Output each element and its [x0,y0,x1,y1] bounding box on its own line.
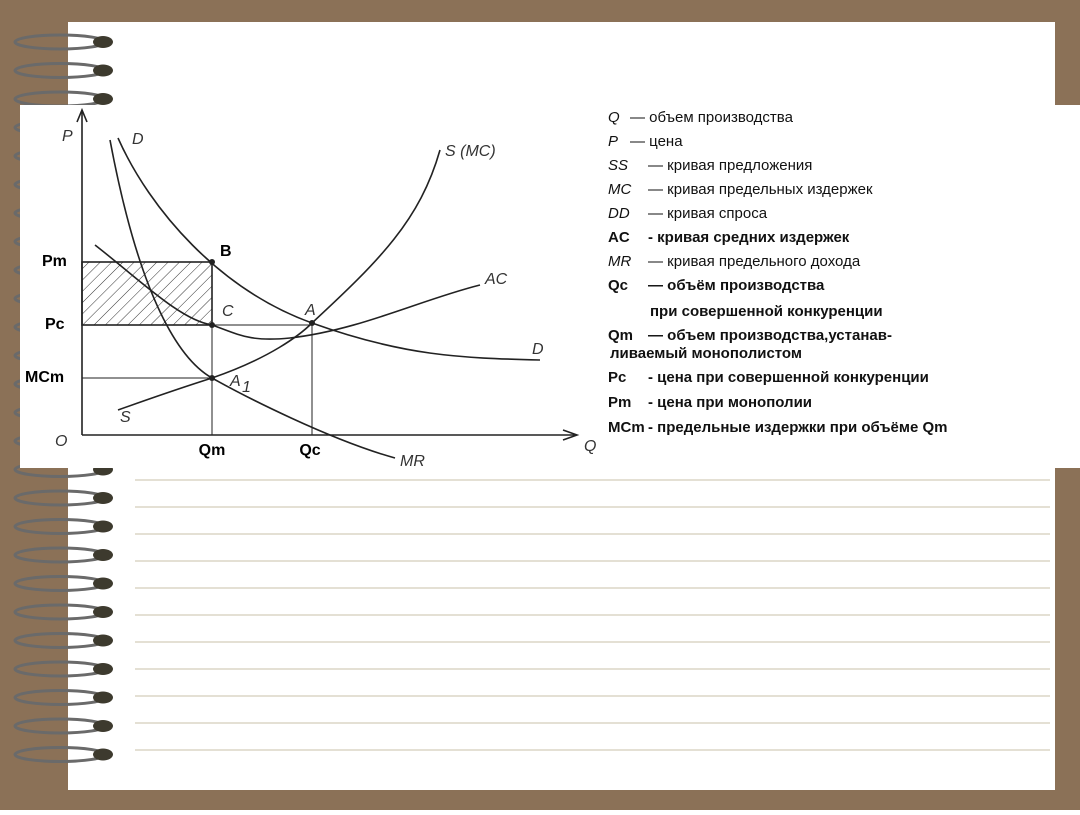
point [309,320,315,326]
axis-label: P [62,128,73,145]
curve-label: AC [484,271,508,288]
point-label: A [304,302,316,319]
spiral-hole [93,691,113,704]
price-label: Pm [42,253,67,270]
point-label: C [222,303,234,320]
curve-label: D [132,131,144,148]
legend-term: P [608,133,618,150]
legend-text: — кривая спроса [648,205,768,222]
legend-text: ливаемый монополистом [610,345,802,362]
legend-text: - цена при монополии [648,394,812,411]
legend-term: MC [608,181,631,198]
legend-text: — кривая предельного дохода [648,253,861,270]
legend-term: SS [608,157,628,174]
spiral-hole [93,549,113,561]
arrow [562,429,580,441]
axis-label: O [55,433,67,450]
spiral-hole [93,663,113,675]
legend-text: - кривая средних издержек [648,229,850,246]
curve-label: S [120,409,131,426]
legend-text: — объём производства [648,277,825,294]
spiral-hole [93,720,113,732]
point-label: B [220,243,232,260]
point-label-subscript: 1 [242,379,251,396]
legend-term: Qc [608,277,628,294]
axis-label: Q [584,438,596,455]
price-label: MCm [25,369,64,386]
spiral-hole [93,606,113,618]
ac-curve [94,244,481,340]
legend-text: при совершенной конкуренции [650,303,883,320]
curve-label: D [532,341,544,358]
legend-text: — цена [630,133,683,150]
spiral-hole [93,492,113,504]
legend-term: Qm [608,327,633,344]
legend-term: Q [608,109,620,126]
point-label: A [229,373,241,390]
price-label: Pc [45,316,65,333]
legend-text: — кривая предложения [648,157,812,174]
mc-curve [117,149,441,411]
legend-text: — объем производства,устанав- [648,327,892,344]
spiral-hole [93,36,113,48]
legend-term: MCm [608,419,645,436]
point [209,322,215,328]
curve-label: S (MC) [445,143,496,160]
quantity-label: Qm [199,442,226,459]
legend-term: AC [608,229,630,246]
spiral-hole [93,634,113,647]
curve-label: MR [400,453,425,470]
spiral-hole [93,64,113,77]
points [209,259,315,381]
legend-text: - предельные издержки при объёме Qm [648,419,948,436]
point [209,259,215,265]
spiral-hole [93,93,113,105]
legend-text: — кривая предельных издержек [648,181,873,198]
legend-text: - цена при совершенной конкуренции [648,369,929,386]
spiral-hole [93,520,113,533]
point [209,375,215,381]
arrow [76,107,88,123]
legend-term: MR [608,253,631,270]
legend-term: Pm [608,394,631,411]
quantity-label: Qc [299,442,320,459]
spiral-hole [93,577,113,590]
legend-term: Pc [608,369,626,386]
profit-area [81,261,213,326]
spiral-hole [93,748,113,761]
legend-term: DD [608,205,630,222]
legend-text: — объем производства [630,109,794,126]
